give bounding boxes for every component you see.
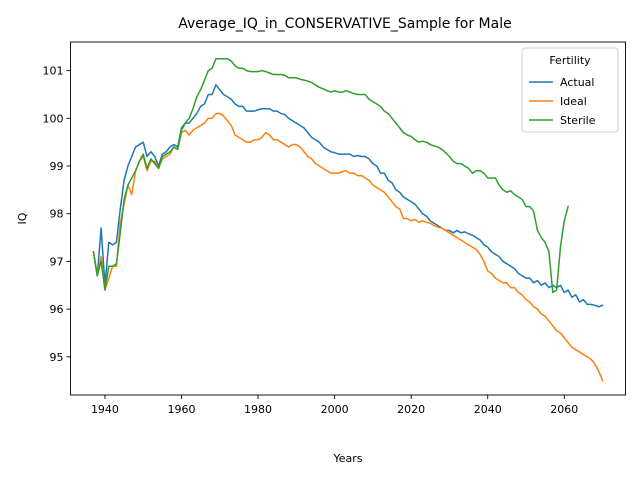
x-tick-label: 1980 xyxy=(244,403,272,416)
x-tick-label: 2060 xyxy=(550,403,578,416)
chart-title: Average_IQ_in_CONSERVATIVE_Sample for Ma… xyxy=(178,16,511,32)
x-axis-label: Years xyxy=(332,452,362,465)
legend-box xyxy=(521,47,619,133)
plot-frame xyxy=(70,41,626,396)
x-tick-label: 2000 xyxy=(321,403,349,416)
y-tick-label: 99 xyxy=(50,160,64,173)
legend-label-actual: Actual xyxy=(560,76,594,89)
legend-entries: Actual Ideal Sterile xyxy=(529,76,596,127)
x-tick-label: 2020 xyxy=(397,403,425,416)
y-tick-label: 95 xyxy=(50,351,64,364)
y-tick-label: 101 xyxy=(43,65,64,78)
y-tick-label: 98 xyxy=(50,208,64,221)
legend: Fertility Actual Ideal Sterile xyxy=(521,47,619,133)
y-axis-label: IQ xyxy=(16,212,29,224)
series-line-sterile xyxy=(92,57,570,294)
x-tick-label: 1960 xyxy=(168,403,196,416)
y-tick-label: 97 xyxy=(50,255,64,268)
y-axis-ticks: 95 96 97 98 99 100 101 xyxy=(43,65,71,364)
y-tick-label: 96 xyxy=(50,303,64,316)
x-tick-label: 1940 xyxy=(91,403,119,416)
legend-label-sterile: Sterile xyxy=(560,114,596,127)
legend-label-ideal: Ideal xyxy=(560,95,587,108)
y-tick-label: 100 xyxy=(43,112,64,125)
x-axis-ticks: 1940 1960 1980 2000 2020 2040 2060 xyxy=(91,395,578,416)
series-lines xyxy=(92,57,604,382)
legend-title: Fertility xyxy=(549,54,591,67)
x-tick-label: 2040 xyxy=(474,403,502,416)
